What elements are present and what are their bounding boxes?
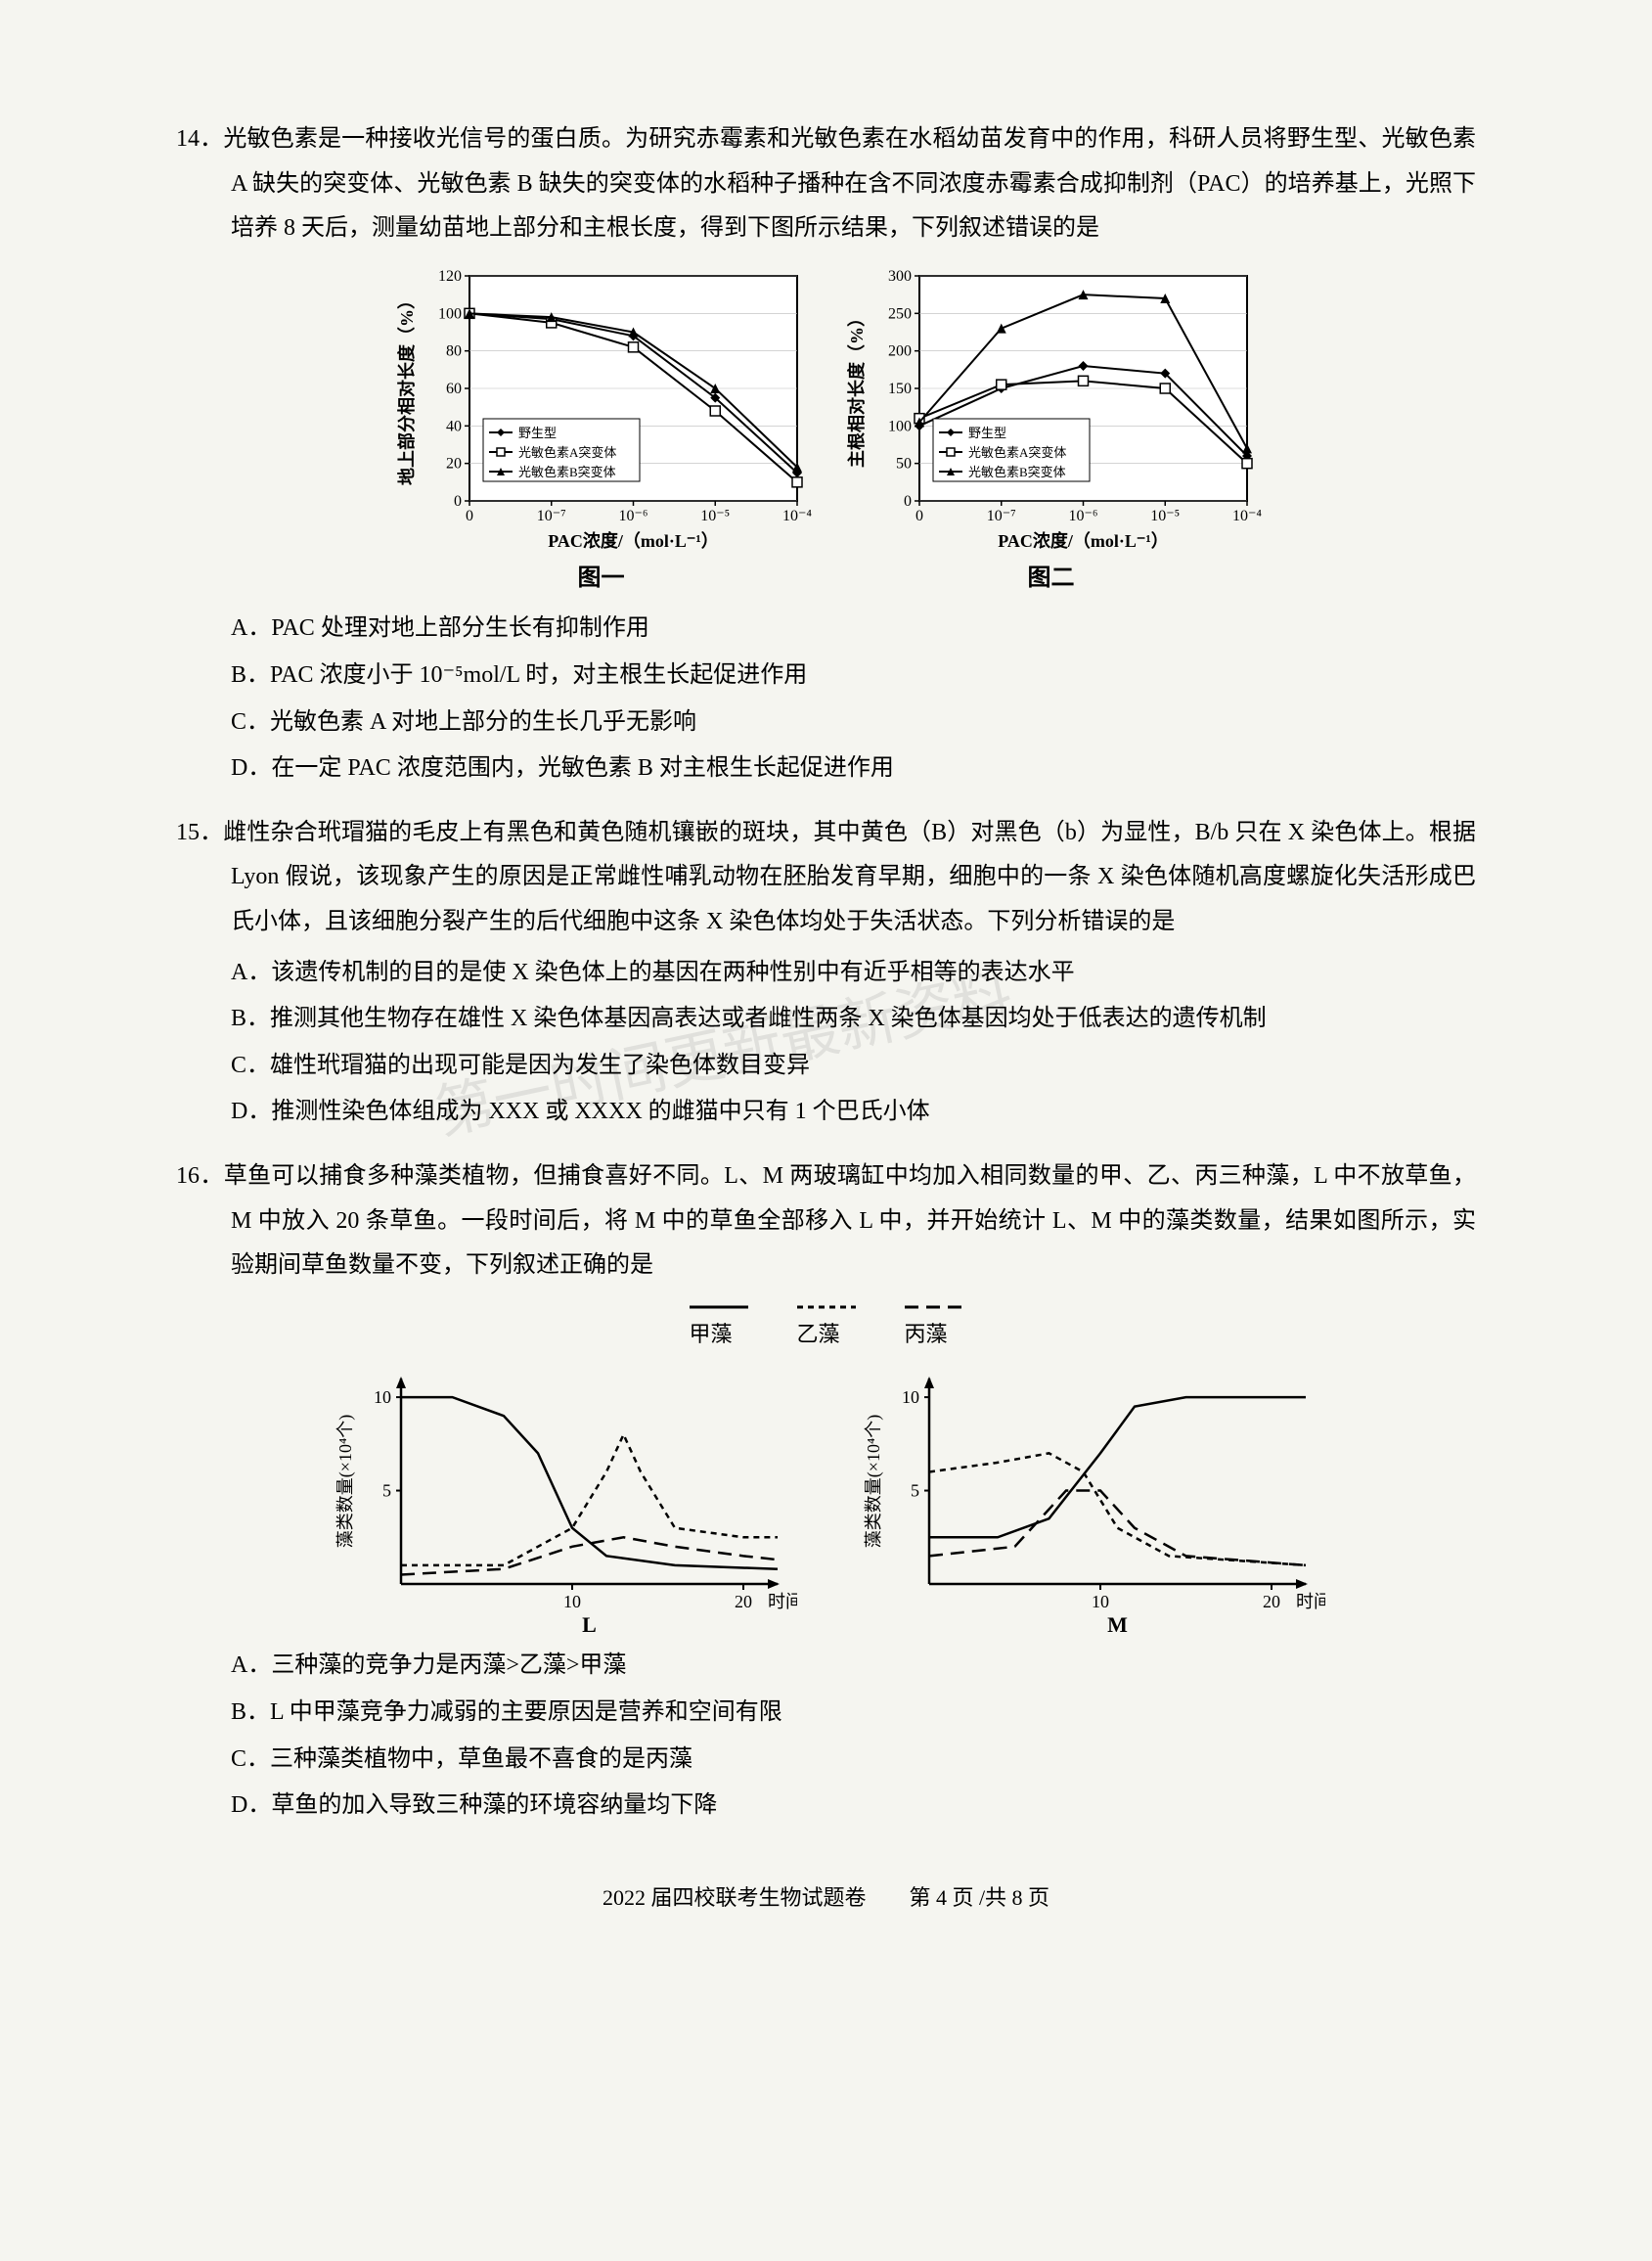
svg-text:20: 20	[446, 455, 462, 472]
q15-options: A．该遗传机制的目的是使 X 染色体上的基因在两种性别中有近乎相等的表达水平 B…	[176, 951, 1476, 1135]
svg-text:10⁻⁷: 10⁻⁷	[536, 508, 565, 524]
svg-text:0: 0	[466, 508, 473, 524]
svg-text:野生型: 野生型	[968, 426, 1006, 440]
q16-number: 16．	[176, 1163, 224, 1189]
svg-text:300: 300	[888, 268, 912, 285]
svg-text:150: 150	[888, 381, 912, 397]
svg-text:0: 0	[454, 493, 462, 510]
q16-stem-text: 草鱼可以捕食多种藻类植物，但捕食喜好不同。L、M 两玻璃缸中均加入相同数量的甲、…	[224, 1163, 1476, 1278]
svg-text:0: 0	[904, 493, 912, 510]
q16-legend-bing-label: 丙藻	[905, 1322, 948, 1346]
q16-stem: 16．草鱼可以捕食多种藻类植物，但捕食喜好不同。L、M 两玻璃缸中均加入相同数量…	[176, 1154, 1476, 1289]
svg-text:120: 120	[438, 268, 462, 285]
q16-chartL-svg: 5 10 10 20 时间(天) 藻类数量(×10⁴个) L	[328, 1364, 797, 1638]
q14-chart2: 0 50 100 150 200 250 300 0 10⁻⁷ 10⁻⁶ 10⁻⁵ 10⁻⁴ PAC浓度…	[841, 261, 1262, 602]
q16-chartM: 5 10 10 20 时间(天) 藻类数量(×10⁴个) M	[856, 1364, 1325, 1638]
svg-text:10⁻⁶: 10⁻⁶	[1068, 508, 1097, 524]
question-14: 14．光敏色素是一种接收光信号的蛋白质。为研究赤霉素和光敏色素在水稻幼苗发育中的…	[176, 117, 1476, 791]
svg-text:10⁻⁴: 10⁻⁴	[1231, 508, 1261, 524]
q15-option-d: D．推测性染色体组成为 XXX 或 XXXX 的雌猫中只有 1 个巴氏小体	[231, 1090, 1476, 1135]
svg-text:100: 100	[438, 305, 462, 322]
q14-option-b: B．PAC 浓度小于 10⁻⁵mol/L 时，对主根生长起促进作用	[231, 654, 1476, 699]
svg-text:时间(天): 时间(天)	[1296, 1592, 1325, 1612]
q16-charts: 5 10 10 20 时间(天) 藻类数量(×10⁴个) L 5 10 10 20 时间(天) 藻类数…	[176, 1364, 1476, 1638]
q16-option-d: D．草鱼的加入导致三种藻的环境容纳量均下降	[231, 1784, 1476, 1829]
svg-text:L: L	[582, 1612, 597, 1637]
q16-legend-jia-label: 甲藻	[690, 1322, 733, 1346]
q14-chart1: 0 20 40 60 80 100 120 0 10⁻⁷ 10⁻⁶ 10⁻⁵ 10⁻⁴ PAC浓度/（m…	[391, 261, 812, 602]
q16-legend-bing: 丙藻	[905, 1300, 963, 1355]
q14-chart1-svg: 0 20 40 60 80 100 120 0 10⁻⁷ 10⁻⁶ 10⁻⁵ 10⁻⁴ PAC浓度/（m…	[391, 261, 812, 555]
svg-text:藻类数量(×10⁴个): 藻类数量(×10⁴个)	[864, 1415, 884, 1548]
q15-stem-text: 雌性杂合玳瑁猫的毛皮上有黑色和黄色随机镶嵌的斑块，其中黄色（B）对黑色（b）为显…	[223, 820, 1476, 934]
page-footer: 2022 届四校联考生物试题卷 第 4 页 /共 8 页	[176, 1877, 1476, 1919]
q15-number: 15．	[176, 820, 223, 845]
q16-option-a: A．三种藻的竞争力是丙藻>乙藻>甲藻	[231, 1644, 1476, 1689]
q16-options: A．三种藻的竞争力是丙藻>乙藻>甲藻 B．L 中甲藻竞争力减弱的主要原因是营养和…	[176, 1644, 1476, 1828]
q14-option-c: C．光敏色素 A 对地上部分的生长几乎无影响	[231, 701, 1476, 746]
svg-text:10⁻⁷: 10⁻⁷	[986, 508, 1015, 524]
svg-text:光敏色素B突变体: 光敏色素B突变体	[968, 465, 1066, 479]
q14-options: A．PAC 处理对地上部分生长有抑制作用 B．PAC 浓度小于 10⁻⁵mol/…	[176, 607, 1476, 791]
svg-text:100: 100	[888, 418, 912, 434]
svg-text:M: M	[1107, 1612, 1128, 1637]
q15-option-b: B．推测其他生物存在雄性 X 染色体基因高表达或者雌性两条 X 染色体基因均处于…	[231, 997, 1476, 1042]
svg-text:光敏色素A突变体: 光敏色素A突变体	[518, 445, 616, 460]
svg-text:0: 0	[915, 508, 923, 524]
q14-option-d: D．在一定 PAC 浓度范围内，光敏色素 B 对主根生长起促进作用	[231, 746, 1476, 791]
q14-charts: 0 20 40 60 80 100 120 0 10⁻⁷ 10⁻⁶ 10⁻⁵ 10⁻⁴ PAC浓度/（m…	[176, 261, 1476, 602]
svg-text:10⁻⁴: 10⁻⁴	[781, 508, 811, 524]
question-16: 16．草鱼可以捕食多种藻类植物，但捕食喜好不同。L、M 两玻璃缸中均加入相同数量…	[176, 1154, 1476, 1829]
svg-text:10⁻⁵: 10⁻⁵	[1150, 508, 1180, 524]
svg-text:200: 200	[888, 342, 912, 359]
svg-text:时间(天): 时间(天)	[768, 1592, 797, 1612]
svg-text:PAC浓度/（mol·L⁻¹）: PAC浓度/（mol·L⁻¹）	[998, 530, 1169, 551]
svg-text:光敏色素A突变体: 光敏色素A突变体	[968, 445, 1066, 460]
q14-number: 14．	[176, 126, 223, 152]
q16-legend-yi-label: 乙藻	[797, 1322, 840, 1346]
q14-chart2-svg: 0 50 100 150 200 250 300 0 10⁻⁷ 10⁻⁶ 10⁻⁵ 10⁻⁴ PAC浓度…	[841, 261, 1262, 555]
svg-text:野生型: 野生型	[518, 426, 557, 440]
svg-text:20: 20	[735, 1592, 752, 1611]
svg-text:250: 250	[888, 305, 912, 322]
svg-text:地上部分相对长度（%）: 地上部分相对长度（%）	[396, 292, 417, 485]
svg-text:10⁻⁶: 10⁻⁶	[618, 508, 647, 524]
q15-stem: 15．雌性杂合玳瑁猫的毛皮上有黑色和黄色随机镶嵌的斑块，其中黄色（B）对黑色（b…	[176, 811, 1476, 945]
svg-text:光敏色素B突变体: 光敏色素B突变体	[518, 465, 616, 479]
svg-text:50: 50	[896, 455, 912, 472]
q16-option-b: B．L 中甲藻竞争力减弱的主要原因是营养和空间有限	[231, 1691, 1476, 1736]
q15-option-c: C．雄性玳瑁猫的出现可能是因为发生了染色体数目变异	[231, 1044, 1476, 1089]
q16-legend-jia: 甲藻	[690, 1300, 748, 1355]
q15-option-a: A．该遗传机制的目的是使 X 染色体上的基因在两种性别中有近乎相等的表达水平	[231, 951, 1476, 996]
q16-legend-yi: 乙藻	[797, 1300, 856, 1355]
q16-chartM-svg: 5 10 10 20 时间(天) 藻类数量(×10⁴个) M	[856, 1364, 1325, 1638]
svg-text:10: 10	[563, 1592, 581, 1611]
svg-text:40: 40	[446, 418, 462, 434]
q16-option-c: C．三种藻类植物中，草鱼最不喜食的是丙藻	[231, 1738, 1476, 1783]
svg-text:80: 80	[446, 342, 462, 359]
q14-stem: 14．光敏色素是一种接收光信号的蛋白质。为研究赤霉素和光敏色素在水稻幼苗发育中的…	[176, 117, 1476, 251]
svg-text:5: 5	[382, 1481, 391, 1501]
svg-text:主根相对长度（%）: 主根相对长度（%）	[846, 309, 867, 468]
svg-text:10: 10	[1092, 1592, 1109, 1611]
svg-text:10: 10	[374, 1388, 391, 1408]
svg-text:60: 60	[446, 381, 462, 397]
svg-text:5: 5	[911, 1481, 919, 1501]
svg-text:10: 10	[902, 1388, 919, 1408]
q14-chart1-caption: 图一	[578, 557, 625, 602]
q16-chartL: 5 10 10 20 时间(天) 藻类数量(×10⁴个) L	[328, 1364, 797, 1638]
q14-option-a: A．PAC 处理对地上部分生长有抑制作用	[231, 607, 1476, 652]
q14-stem-text: 光敏色素是一种接收光信号的蛋白质。为研究赤霉素和光敏色素在水稻幼苗发育中的作用，…	[223, 126, 1476, 241]
svg-text:藻类数量(×10⁴个): 藻类数量(×10⁴个)	[335, 1415, 356, 1548]
svg-text:10⁻⁵: 10⁻⁵	[700, 508, 730, 524]
svg-text:PAC浓度/（mol·L⁻¹）: PAC浓度/（mol·L⁻¹）	[548, 530, 719, 551]
q14-chart2-caption: 图二	[1028, 557, 1075, 602]
page: 第一时间更新最新资料 14．光敏色素是一种接收光信号的蛋白质。为研究赤霉素和光敏…	[176, 117, 1476, 1919]
svg-text:20: 20	[1263, 1592, 1280, 1611]
question-15: 15．雌性杂合玳瑁猫的毛皮上有黑色和黄色随机镶嵌的斑块，其中黄色（B）对黑色（b…	[176, 811, 1476, 1135]
q16-legend-row: 甲藻 乙藻 丙藻	[176, 1300, 1476, 1355]
